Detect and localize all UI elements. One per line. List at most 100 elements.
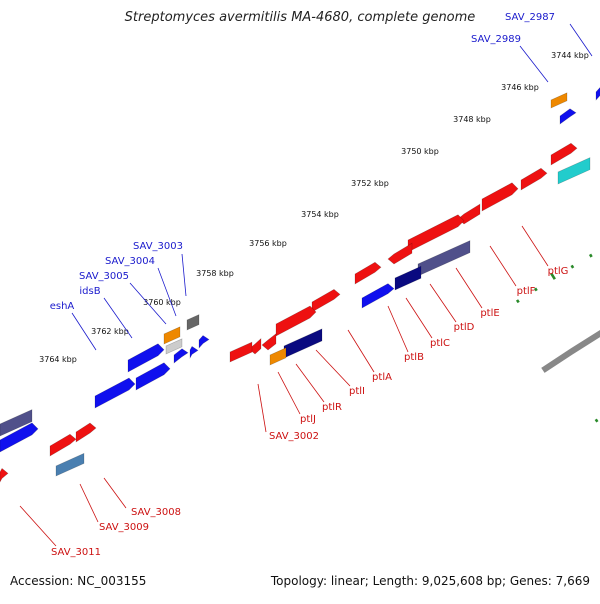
gene-label-ptlJ: ptlJ: [300, 414, 316, 425]
label-leader-line: [347, 329, 375, 373]
label-leader-line: [295, 363, 325, 403]
ruler-tick: [570, 264, 575, 269]
gene-block-blue: [559, 108, 577, 125]
label-leader-line: [429, 283, 457, 323]
gene-label-ptlR: ptlR: [322, 402, 342, 413]
ruler-tick-label: 3762 kbp: [91, 327, 129, 336]
ruler-tick-label: 3758 kbp: [196, 269, 234, 278]
gene-label-SAV_3005: SAV_3005: [79, 271, 129, 282]
gene-block-blue: [127, 343, 165, 373]
gene-block-slate: [0, 409, 33, 437]
gene-label-SAV_3008: SAV_3008: [131, 507, 181, 518]
gene-block-red: [354, 261, 382, 285]
gene-block-navy: [283, 328, 323, 359]
label-leader-line: [71, 312, 97, 351]
ruler-tick-label: 3760 kbp: [143, 298, 181, 307]
gene-block-slate: [417, 240, 471, 277]
gene-block-steel: [55, 452, 85, 477]
label-leader-line: [157, 267, 177, 317]
gene-label-SAV_3011: SAV_3011: [51, 547, 101, 558]
gene-block-red: [311, 289, 341, 313]
gene-label-ptlI: ptlI: [349, 386, 365, 397]
gene-block-red: [75, 422, 97, 443]
gene-label-SAV_3002: SAV_3002: [269, 431, 319, 442]
gene-block-gray: [186, 314, 200, 331]
gene-block-red: [387, 242, 413, 265]
gene-label-ptlB: ptlB: [404, 352, 424, 363]
label-leader-line: [103, 297, 133, 339]
ruler-tick-label: 3746 kbp: [501, 83, 539, 92]
gene-block-red: [550, 142, 578, 166]
ruler-tick: [594, 418, 599, 423]
gene-label-ptlD: ptlD: [454, 322, 475, 333]
gene-label-ptlG: ptlG: [548, 266, 569, 277]
gene-label-SAV_2989: SAV_2989: [471, 34, 521, 45]
label-leader-line: [277, 371, 301, 415]
ruler-inner: [594, 418, 599, 423]
label-leader-line: [257, 383, 267, 433]
gene-block-red: [407, 214, 465, 253]
gene-block-blue: [361, 283, 395, 309]
gene-block-blue: [595, 87, 600, 101]
gene-block-cyan: [557, 157, 591, 185]
label-leader-line: [315, 349, 351, 387]
gene-block-light: [165, 338, 183, 355]
gene-block-blue: [135, 362, 171, 391]
gene-block-blue: [0, 422, 39, 453]
label-leader-line: [521, 225, 549, 267]
gene-label-ptlA: ptlA: [372, 372, 392, 383]
gene-label-SAV_2987: SAV_2987: [505, 12, 555, 23]
ruler-outer: [515, 253, 593, 304]
ruler-tick-label: 3744 kbp: [551, 51, 589, 60]
gene-block-blue: [189, 345, 199, 360]
ruler-tick-label: 3752 kbp: [351, 179, 389, 188]
label-leader-line: [103, 477, 127, 509]
label-leader-line: [455, 267, 483, 309]
gene-block-navy: [394, 265, 422, 291]
label-leader-line: [405, 297, 433, 339]
gene-block-red: [0, 467, 9, 483]
gene-block-blue: [94, 377, 136, 409]
gene-label-ptlF: ptlF: [517, 286, 536, 297]
label-leader-line: [569, 23, 593, 57]
genome-summary-text: Topology: linear; Length: 9,025,608 bp; …: [270, 574, 590, 588]
label-leader-line: [19, 505, 57, 547]
ruler-tick-label: 3764 kbp: [39, 355, 77, 364]
gene-block-red: [261, 333, 277, 351]
gene-block-red: [481, 182, 519, 212]
gene-label-ptlC: ptlC: [430, 338, 450, 349]
gene-block-blue: [198, 335, 210, 349]
ruler-tick: [515, 299, 520, 304]
gene-block-red: [275, 305, 317, 337]
gene-block-red: [520, 167, 548, 191]
genome-backbone: [541, 330, 600, 373]
ruler-tick-label: 3750 kbp: [401, 147, 439, 156]
label-leader-line: [79, 483, 99, 523]
ruler-tick: [533, 287, 538, 292]
gene-block-red: [49, 433, 77, 457]
gene-label-idsB: idsB: [79, 286, 100, 297]
accession-text: Accession: NC_003155: [10, 574, 147, 588]
gene-label-eshA: eshA: [50, 301, 75, 312]
label-leader-line: [519, 45, 549, 83]
ruler-tick-label: 3756 kbp: [249, 239, 287, 248]
label-leader-line: [489, 245, 517, 287]
ruler-tick-label: 3754 kbp: [301, 210, 339, 219]
ruler-tick: [588, 253, 593, 258]
ruler-tick-label: 3748 kbp: [453, 115, 491, 124]
gene-block-orange: [269, 347, 287, 366]
map-title: Streptomyces avermitilis MA-4680, comple…: [124, 10, 476, 25]
gene-block-blue: [173, 348, 189, 364]
gene-block-red: [229, 341, 253, 363]
label-leader-line: [387, 305, 409, 353]
gene-label-SAV_3009: SAV_3009: [99, 522, 149, 533]
gene-label-ptlE: ptlE: [480, 308, 499, 319]
gene-block-orange: [163, 326, 181, 345]
label-leader-line: [181, 253, 187, 297]
label-leader-line: [129, 282, 167, 325]
ruler-tick: [550, 272, 556, 280]
gene-label-SAV_3003: SAV_3003: [133, 241, 183, 252]
gene-label-SAV_3004: SAV_3004: [105, 256, 155, 267]
